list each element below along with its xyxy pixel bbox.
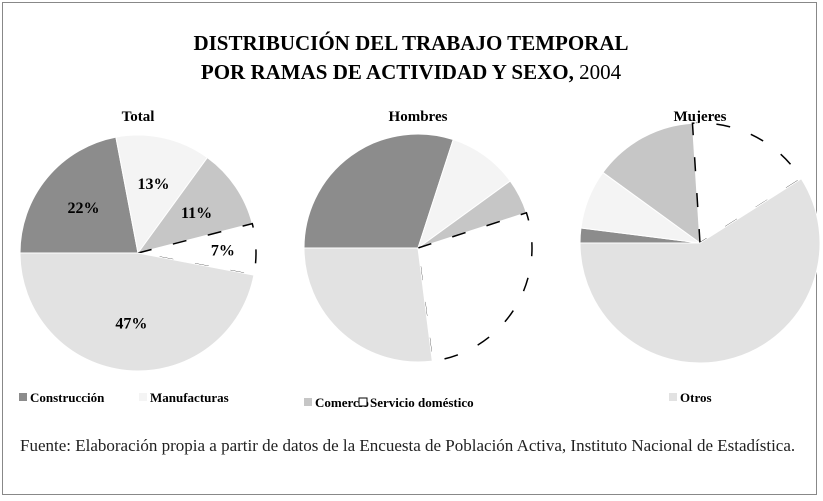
legend-label: Otros (680, 390, 712, 405)
data-label: 7% (211, 242, 235, 259)
legend-swatch (19, 393, 27, 401)
data-label: 47% (115, 315, 147, 332)
legend-swatch (139, 393, 147, 401)
pie-slice (136, 156, 253, 254)
pie-title: Hombres (389, 109, 448, 125)
legend-swatch (358, 397, 368, 407)
pie-slice (417, 138, 511, 250)
chart-title: POR RAMAS DE ACTIVIDAD Y SEXO, 2004 (201, 60, 622, 84)
legend-label: Comercio (315, 395, 369, 410)
pie-title: Mujeres (673, 109, 726, 125)
data-label: 13% (137, 176, 169, 193)
data-label: 11% (181, 205, 212, 222)
pie-slice (303, 247, 433, 363)
legend-swatch (304, 398, 312, 406)
pie-slice (579, 178, 821, 364)
pie-slice (19, 136, 139, 254)
source-note: Fuente: Elaboración propia a partir de d… (20, 436, 796, 455)
pie-slice (115, 134, 209, 255)
pie-title: Total (122, 109, 155, 125)
pie-slice (417, 211, 533, 362)
pie-slice (137, 222, 257, 276)
legend-label: Construcción (30, 390, 105, 405)
pie-slice (19, 252, 255, 372)
legend-swatch (669, 393, 677, 401)
chart-title: DISTRIBUCIÓN DEL TRABAJO TEMPORAL (193, 31, 628, 55)
legend-label: Manufacturas (150, 390, 229, 405)
data-label: 22% (67, 200, 99, 217)
chart: DISTRIBUCIÓN DEL TRABAJO TEMPORAL POR RA… (19, 31, 821, 410)
chart-title: 2004 (579, 60, 622, 84)
pie-slice (691, 122, 803, 245)
chart-title: POR RAMAS DE ACTIVIDAD Y SEXO, (201, 60, 574, 84)
pie-slice (303, 133, 454, 249)
legend-label: Servicio doméstico (370, 395, 474, 410)
pie-slice (602, 122, 701, 245)
